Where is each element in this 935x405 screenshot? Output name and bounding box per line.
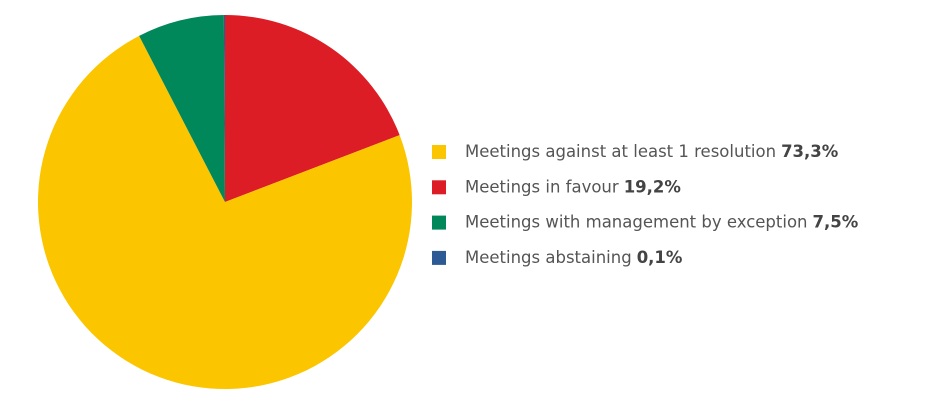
- legend-swatch: [432, 145, 446, 159]
- legend-value: 73,3%: [781, 142, 839, 161]
- legend-swatch: [432, 250, 446, 265]
- pie-slice: [223, 15, 225, 202]
- legend-label: Meetings against at least 1 resolution: [465, 142, 776, 161]
- legend-entry: Meetings against at least 1 resolution 73…: [465, 142, 839, 161]
- legend-label: Meetings with management by exception: [465, 212, 808, 231]
- legend-swatch: [432, 180, 446, 195]
- legend-entry: Meetings with management by exception 7,5…: [465, 212, 859, 231]
- legend-entry: Meetings abstaining 0,1%: [465, 247, 683, 266]
- pie-slice: [38, 35, 412, 389]
- legend-value: 0,1%: [637, 247, 683, 266]
- legend-label: Meetings in favour: [465, 177, 619, 196]
- legend-value: 19,2%: [624, 177, 682, 196]
- legend-swatch: [432, 215, 446, 230]
- legend-label: Meetings abstaining: [465, 247, 632, 266]
- pie-slice: [139, 15, 225, 203]
- legend-value: 7,5%: [813, 212, 859, 231]
- pie-slice: [225, 15, 400, 202]
- legend-entry: Meetings in favour 19,2%: [465, 177, 681, 196]
